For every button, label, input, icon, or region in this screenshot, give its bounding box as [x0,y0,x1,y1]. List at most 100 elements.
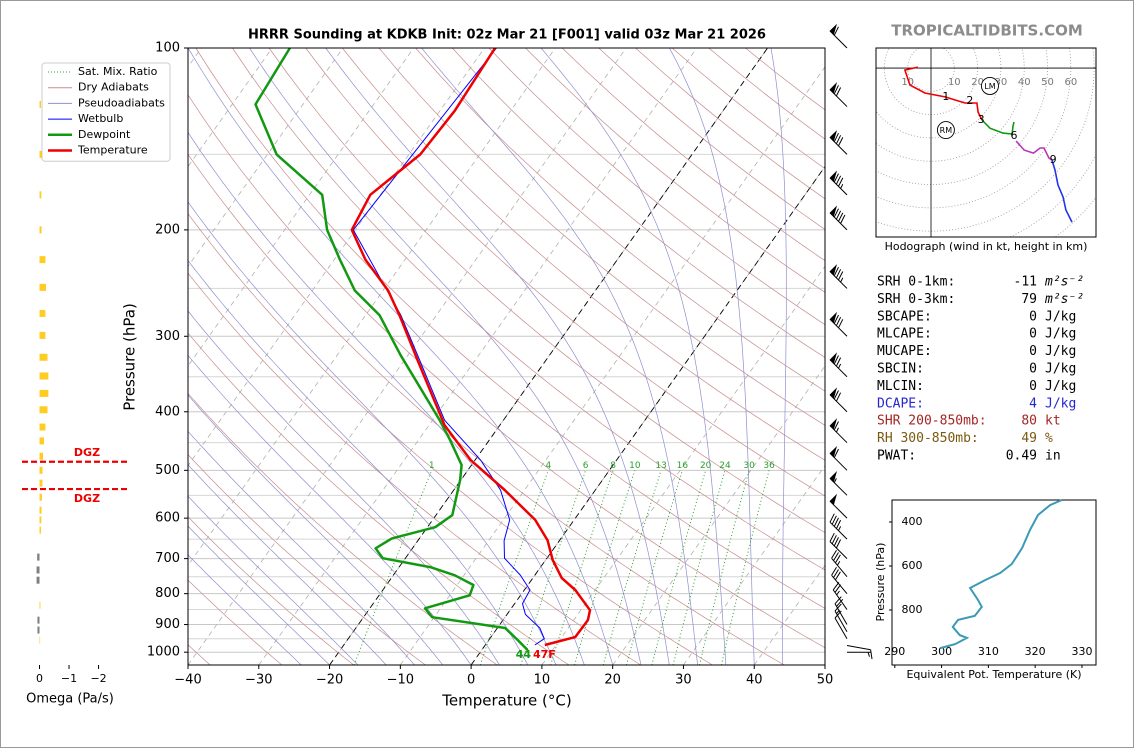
omega-bar [40,226,42,233]
thetae-x-tick-label: 330 [1071,645,1092,658]
stat-value: 79 [1021,292,1037,307]
legend-label: Wetbulb [78,112,123,125]
stat-label: MUCAPE: [877,344,932,359]
thetae-y-label: Pressure (hPa) [874,543,887,622]
stat-unit: kt [1045,414,1061,429]
omega-bar [40,424,46,431]
omega-bar [40,480,43,487]
stat-label: PWAT: [877,449,916,464]
omega-x-tick-label: −1 [61,672,77,685]
height-label: 2 [966,94,973,107]
hodograph-caption: Hodograph (wind in kt, height in km) [885,240,1088,253]
y-tick-label: 400 [155,404,180,419]
stat-unit: in [1045,449,1061,464]
stat-value: 0.49 [1006,449,1037,464]
y-tick-label: 100 [155,41,180,56]
x-tick-label: −20 [316,673,343,688]
omega-bar [40,437,44,444]
stat-label: DCAPE: [877,396,924,411]
thetae-x-tick-label: 320 [1025,645,1046,658]
y-tick-label: 500 [155,463,180,478]
stat-unit: J/kg [1045,379,1076,394]
x-tick-label: 10 [534,673,551,688]
thetae-x-label: Equivalent Pot. Temperature (K) [906,668,1081,681]
hodograph-ring-label: 60 [1064,77,1077,88]
omega-bar [40,516,42,523]
stat-label: RH 300-850mb: [877,431,979,446]
x-tick-label: −40 [174,673,201,688]
x-tick-label: −30 [245,673,272,688]
x-tick-label: 30 [675,673,692,688]
legend-label: Sat. Mix. Ratio [78,65,158,78]
hodograph-ring-label: 50 [1041,77,1054,88]
omega-bar [40,151,42,158]
dgz-label: DGZ [74,446,100,459]
thetae-x-tick-label: 310 [978,645,999,658]
stat-unit: J/kg [1045,396,1076,411]
legend-label: Pseudoadiabats [78,96,165,109]
omega-bar [40,527,41,534]
legend-label: Dewpoint [78,128,131,141]
chart-title: HRRR Sounding at KDKB Init: 02z Mar 21 [… [248,28,766,43]
omega-bar [37,577,40,584]
mixing-ratio-label: 16 [677,461,689,471]
stat-value: -11 [1014,275,1037,290]
y-axis-label: Pressure (hPa) [121,303,139,411]
height-label: 1 [942,90,949,103]
storm-motion-label: RM [940,126,953,135]
mixing-ratio-label: 24 [719,461,731,471]
y-tick-label: 800 [155,586,180,601]
stat-value: 49 [1021,431,1037,446]
stat-label: MLCIN: [877,379,924,394]
height-label: 6 [1010,129,1017,142]
stat-value: 0 [1029,309,1037,324]
stat-label: SRH 0-1km: [877,275,955,290]
watermark: TROPICALTIDBITS.COM [891,22,1083,40]
stat-label: SBCIN: [877,362,924,377]
thetae-frame [892,500,1096,665]
y-tick-label: 300 [155,329,180,344]
height-label: 9 [1050,153,1057,166]
omega-axis-label: Omega (Pa/s) [26,692,114,707]
stat-unit: % [1045,431,1053,446]
thetae-y-tick-label: 400 [902,515,923,528]
omega-bar [40,507,42,514]
stat-label: MLCAPE: [877,327,932,342]
y-tick-label: 900 [155,617,180,632]
stat-value: 0 [1029,379,1037,394]
stat-value: 0 [1029,327,1037,342]
stat-unit: J/kg [1045,327,1076,342]
storm-motion-label: LM [984,82,995,91]
stat-unit: J/kg [1045,309,1076,324]
x-tick-label: 40 [746,673,763,688]
surface-label: 44 [516,648,532,661]
omega-bar [40,390,49,397]
hodograph-ring-label: 40 [1018,77,1031,88]
y-tick-label: 700 [155,551,180,566]
omega-bar [40,467,43,474]
stat-label: SBCAPE: [877,309,932,324]
mixing-ratio-label: 13 [655,461,666,471]
omega-bar [40,602,41,609]
omega-bar [40,354,48,361]
stat-value: 0 [1029,344,1037,359]
mixing-ratio-label: 1 [429,461,435,471]
x-tick-label: −10 [387,673,414,688]
mixing-ratio-label: 6 [583,461,589,471]
omega-bar [40,284,46,291]
mixing-ratio-label: 20 [700,461,712,471]
x-tick-label: 0 [467,673,475,688]
stat-value: 4 [1029,396,1037,411]
omega-bar [40,256,46,263]
omega-bar [40,310,46,317]
omega-bar [40,372,49,379]
omega-bar [40,494,42,501]
legend-label: Temperature [77,144,148,157]
stat-unit: J/kg [1045,362,1076,377]
hodograph-ring-label: 10 [948,77,961,88]
thetae-y-tick-label: 800 [902,603,923,616]
omega-bar [37,566,40,573]
stat-unit: m²s⁻² [1044,275,1084,290]
x-tick-label: 50 [817,673,834,688]
